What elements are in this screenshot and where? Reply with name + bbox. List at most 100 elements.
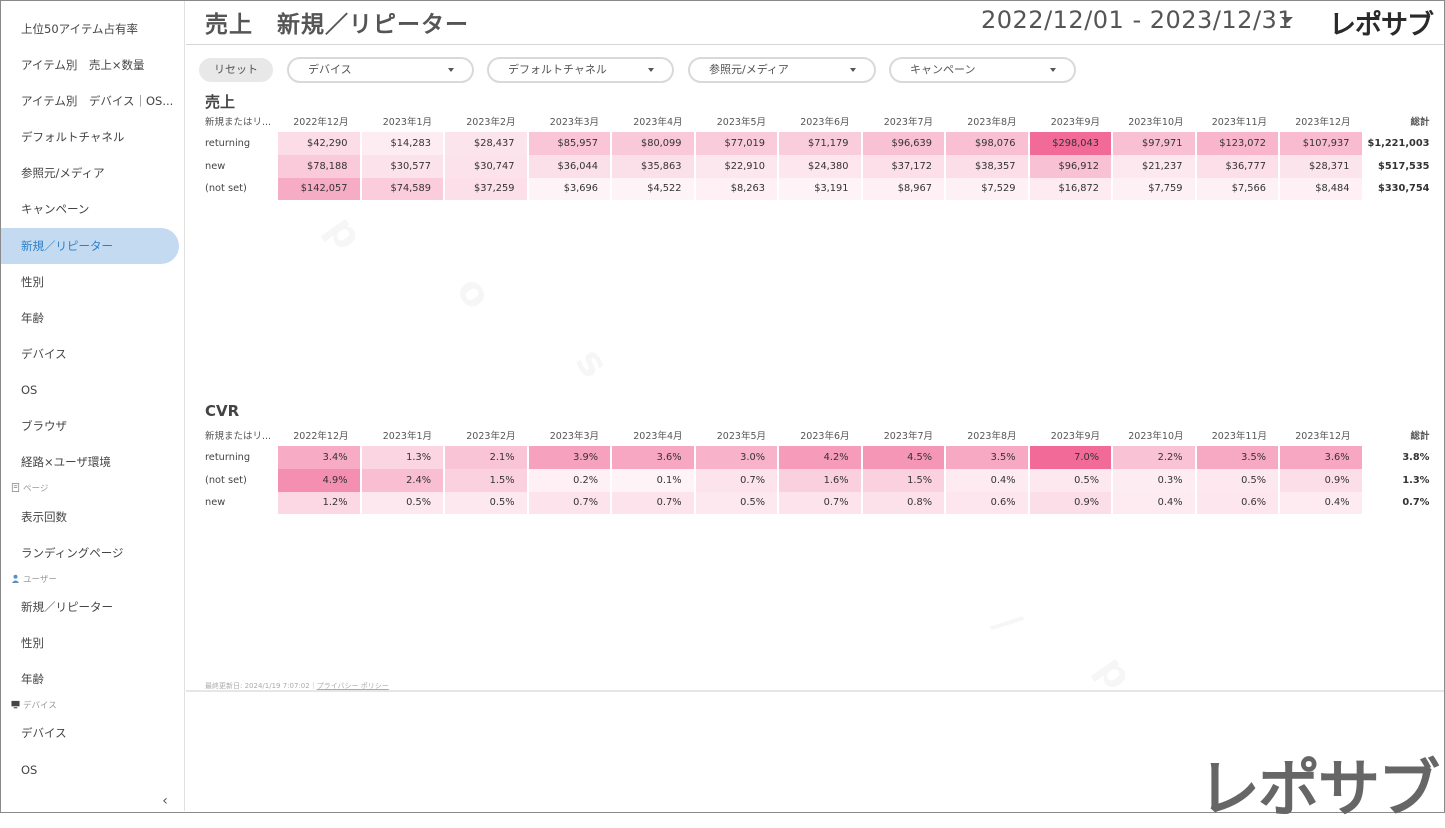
month-header[interactable]: 2023年5月	[716, 431, 766, 442]
heatmap-cell: $30,747	[445, 154, 527, 178]
page-icon	[11, 483, 20, 492]
heatmap-cell: 0.5%	[695, 491, 777, 515]
month-header[interactable]: 2023年2月	[466, 431, 516, 442]
month-header[interactable]: 2023年12月	[1295, 117, 1351, 128]
heatmap-cell: $38,357	[946, 154, 1028, 178]
total-header[interactable]: 総計	[1410, 431, 1430, 442]
sidebar-item-item-device-os[interactable]: アイテム別 デバイス｜OS...	[21, 94, 174, 108]
sidebar-item-age[interactable]: 年齢	[21, 311, 44, 325]
month-header[interactable]: 2023年4月	[633, 117, 683, 128]
total-header[interactable]: 総計	[1410, 117, 1430, 128]
table-row: new $78,188 $30,577 $30,747 $36,044 $35,863 $2…	[201, 154, 1434, 178]
heatmap-cell: $123,072	[1196, 132, 1278, 155]
heatmap-cell: 3.5%	[946, 446, 1028, 469]
sidebar-item-item-sales-qty[interactable]: アイテム別 売上×数量	[21, 58, 145, 72]
collapse-sidebar-icon[interactable]: ‹	[162, 793, 168, 809]
month-header[interactable]: 2023年2月	[466, 117, 516, 128]
heatmap-cell: 3.9%	[528, 446, 610, 469]
source-medium-filter[interactable]: 参照元/メディア	[688, 57, 876, 83]
sales-section-title: 売上	[205, 93, 236, 111]
campaign-filter-label: キャンペーン	[910, 63, 976, 76]
sidebar-item-top50[interactable]: 上位50アイテム占有率	[21, 22, 138, 36]
sidebar-item-browser[interactable]: ブラウザ	[21, 419, 67, 433]
heatmap-cell: 2.4%	[361, 468, 443, 492]
privacy-policy-link[interactable]: プライバシー ポリシー	[316, 682, 389, 690]
table-row: (not set) $142,057 $74,589 $37,259 $3,696 $4,…	[201, 177, 1434, 201]
month-header[interactable]: 2023年7月	[883, 117, 933, 128]
month-header[interactable]: 2023年4月	[633, 431, 683, 442]
heatmap-cell: 2.2%	[1113, 446, 1195, 469]
sidebar-item-campaign[interactable]: キャンペーン	[21, 202, 90, 216]
heatmap-cell: 0.7%	[612, 491, 694, 515]
month-header[interactable]: 2023年7月	[883, 431, 933, 442]
sidebar-section-user: ユーザー	[11, 573, 57, 587]
date-range-dropdown-icon[interactable]	[1281, 17, 1293, 23]
month-header[interactable]: 2023年10月	[1128, 117, 1184, 128]
month-header[interactable]: 2023年8月	[967, 117, 1017, 128]
chevron-down-icon	[1050, 68, 1056, 72]
month-header[interactable]: 2023年11月	[1211, 431, 1267, 442]
sales-heatmap-table: 新規またはリ... 2022年12月 2023年1月 2023年2月 2023年3月 20…	[199, 110, 1436, 201]
heatmap-cell: 4.2%	[779, 446, 861, 469]
heatmap-cell: 0.8%	[862, 491, 944, 515]
sidebar-item-new-returning[interactable]: 新規／リピーター	[1, 228, 179, 264]
sidebar-item-source-medium[interactable]: 参照元/メディア	[21, 166, 105, 180]
month-header[interactable]: 2023年11月	[1211, 117, 1267, 128]
sidebar-item-device-device[interactable]: デバイス	[21, 726, 67, 740]
footer-note: 最終更新日: 2024/1/19 7:07:02｜プライバシー ポリシー	[205, 681, 389, 691]
sidebar-item-device-os[interactable]: OS	[21, 763, 38, 777]
sidebar-section-page-label: ページ	[23, 484, 49, 494]
heatmap-cell: $42,290	[278, 132, 360, 155]
heatmap-cell: $8,263	[695, 177, 777, 201]
month-header[interactable]: 2023年8月	[967, 431, 1017, 442]
month-header[interactable]: 2023年5月	[716, 117, 766, 128]
sidebar-item-os[interactable]: OS	[21, 383, 38, 397]
row-label: returning	[205, 137, 251, 149]
month-header[interactable]: 2023年9月	[1050, 431, 1100, 442]
dimension-header[interactable]: 新規またはリ...	[205, 117, 272, 128]
month-header[interactable]: 2023年3月	[549, 431, 599, 442]
month-header[interactable]: 2023年9月	[1050, 117, 1100, 128]
heatmap-cell: 1.5%	[445, 468, 527, 492]
month-header[interactable]: 2023年6月	[800, 431, 850, 442]
sidebar-item-device[interactable]: デバイス	[21, 347, 67, 361]
reset-button[interactable]: リセット	[199, 58, 273, 82]
heatmap-cell: 1.5%	[862, 468, 944, 492]
sidebar-item-path-env[interactable]: 経路×ユーザ環境	[21, 455, 111, 469]
month-header[interactable]: 2023年10月	[1128, 431, 1184, 442]
sidebar-item-user-age[interactable]: 年齢	[21, 672, 44, 686]
month-header[interactable]: 2022年12月	[293, 431, 349, 442]
heatmap-cell: $37,259	[445, 177, 527, 201]
date-range-picker[interactable]: 2022/12/01 - 2023/12/31	[981, 6, 1294, 34]
month-header[interactable]: 2023年3月	[549, 117, 599, 128]
month-header[interactable]: 2022年12月	[293, 117, 349, 128]
heatmap-cell: 1.2%	[278, 491, 360, 515]
campaign-filter[interactable]: キャンペーン	[889, 57, 1076, 83]
sidebar-item-user-new-returning[interactable]: 新規／リピーター	[21, 600, 113, 614]
heatmap-cell: 0.2%	[528, 468, 610, 492]
month-header[interactable]: 2023年1月	[382, 117, 432, 128]
channel-filter-label: デフォルトチャネル	[508, 63, 607, 76]
row-total: 3.8%	[1363, 446, 1434, 469]
channel-filter[interactable]: デフォルトチャネル	[487, 57, 674, 83]
device-filter[interactable]: デバイス	[287, 57, 474, 83]
dimension-header[interactable]: 新規またはリ...	[205, 431, 272, 442]
heatmap-cell: $8,967	[862, 177, 944, 201]
sidebar-item-gender[interactable]: 性別	[21, 275, 44, 289]
heatmap-cell: $24,380	[779, 154, 861, 178]
last-updated-text: 最終更新日: 2024/1/19 7:07:02｜	[205, 682, 317, 690]
month-header[interactable]: 2023年1月	[382, 431, 432, 442]
heatmap-cell: $80,099	[612, 132, 694, 155]
sidebar: 上位50アイテム占有率 アイテム別 売上×数量 アイテム別 デバイス｜OS...…	[1, 1, 185, 811]
heatmap-cell: $22,910	[695, 154, 777, 178]
heatmap-cell: 0.9%	[1029, 491, 1111, 515]
month-header[interactable]: 2023年12月	[1295, 431, 1351, 442]
table-row: returning 3.4% 1.3% 2.1% 3.9% 3.6% 3.0% 4.2% 4.5…	[201, 446, 1434, 469]
heatmap-cell: 3.0%	[695, 446, 777, 469]
chevron-down-icon	[648, 68, 654, 72]
month-header[interactable]: 2023年6月	[800, 117, 850, 128]
sidebar-item-user-gender[interactable]: 性別	[21, 636, 44, 650]
sidebar-item-landing-page[interactable]: ランディングページ	[21, 546, 124, 560]
sidebar-item-default-channel[interactable]: デフォルトチャネル	[21, 130, 125, 144]
sidebar-item-pageviews[interactable]: 表示回数	[21, 510, 67, 524]
